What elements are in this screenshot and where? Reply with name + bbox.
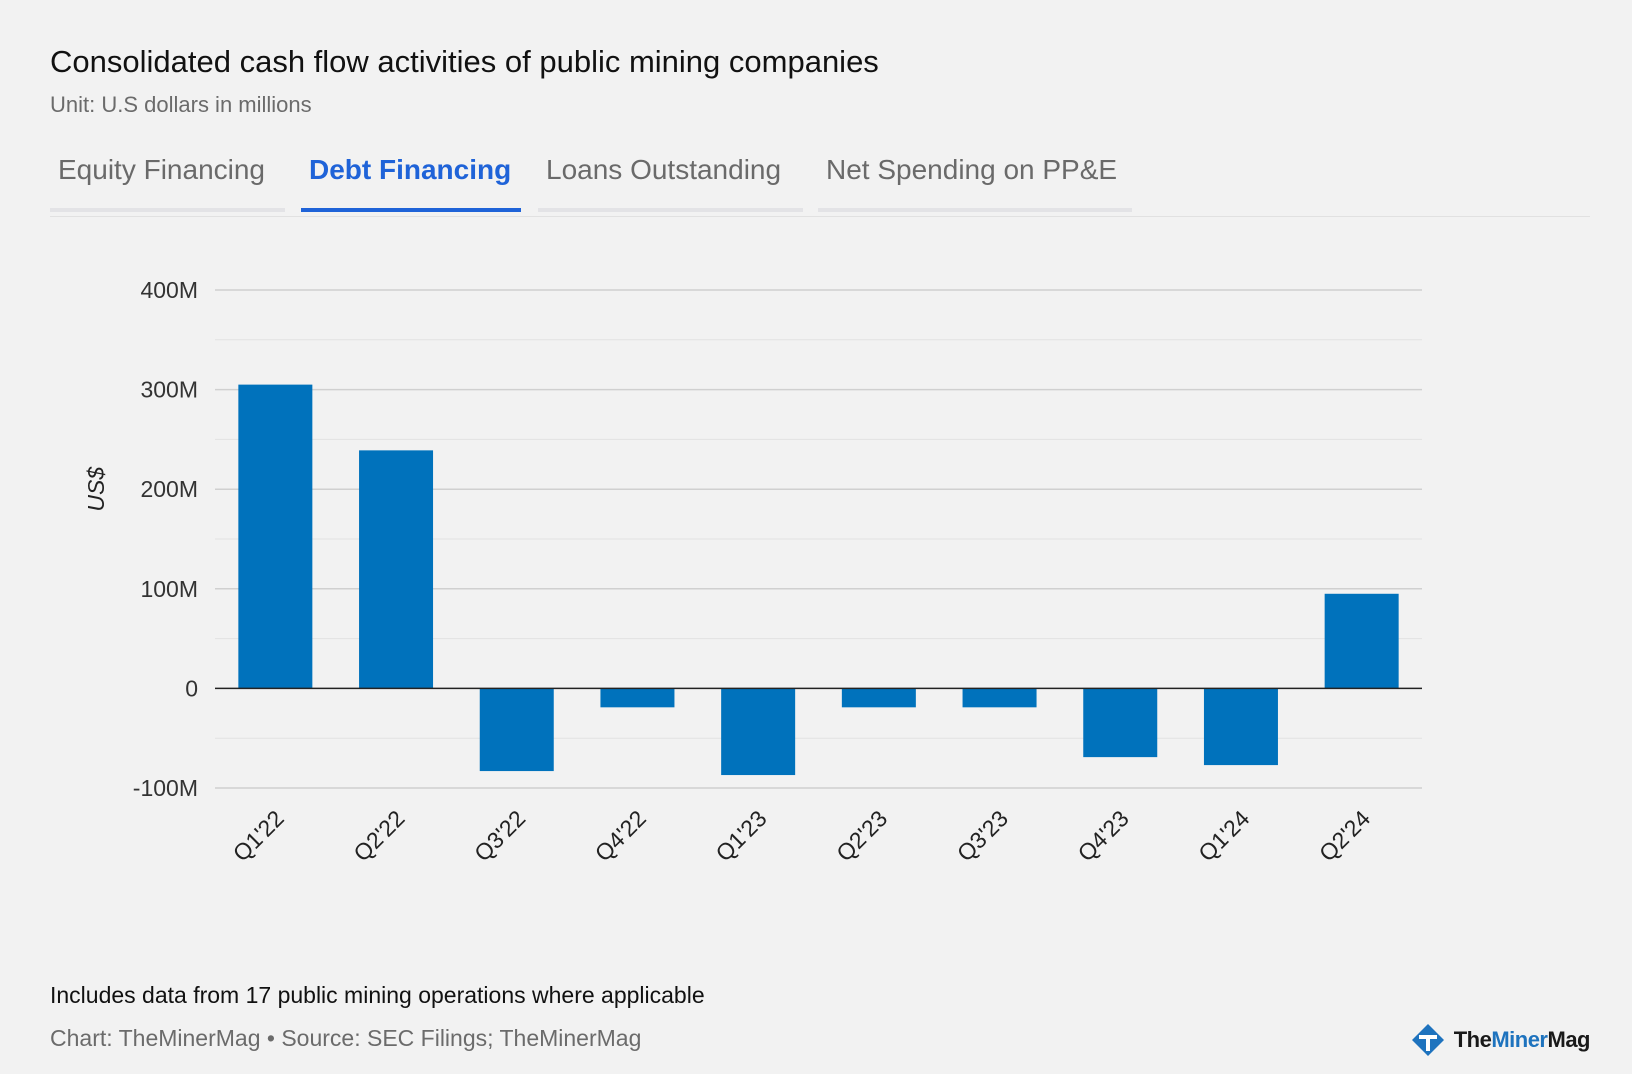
y-tick-label: 300M — [140, 377, 198, 403]
y-tick-label: 100M — [140, 576, 198, 602]
pickaxe-logo-icon — [1411, 1024, 1444, 1056]
tab-debt-financing[interactable]: Debt Financing — [301, 150, 521, 212]
bar — [1324, 593, 1399, 689]
tab-equity-financing[interactable]: Equity Financing — [50, 150, 285, 212]
x-tick-label: Q4'22 — [590, 805, 651, 866]
bar — [479, 688, 554, 772]
footnote: Includes data from 17 public mining oper… — [50, 982, 705, 1008]
x-tick-label: Q1'22 — [228, 805, 289, 866]
bar — [359, 450, 434, 689]
theminermag-logo[interactable]: TheMinerMag — [1408, 1020, 1590, 1060]
x-tick-label: Q3'23 — [952, 805, 1013, 866]
bar — [721, 688, 796, 776]
y-axis-label: US$ — [83, 466, 109, 512]
x-tick-label: Q2'24 — [1314, 805, 1375, 866]
chart-title: Consolidated cash flow activities of pub… — [50, 44, 879, 79]
logo-wordmark: TheMinerMag — [1453, 1027, 1591, 1052]
x-tick-label: Q1'24 — [1193, 805, 1254, 866]
chart-subtitle: Unit: U.S dollars in millions — [50, 92, 312, 117]
bar — [1083, 688, 1158, 758]
y-tick-label: 200M — [140, 476, 198, 502]
bar — [600, 688, 675, 708]
bar — [841, 688, 916, 708]
bar — [1203, 688, 1278, 766]
bar-chart: -100M 0 100M 200M 300M 400M Q1'22 Q2'22 Q3'22 Q4'… — [83, 277, 1422, 866]
x-tick-label: Q4'23 — [1073, 805, 1134, 866]
x-tick-label: Q2'22 — [348, 805, 409, 866]
tab-bar: Equity Financing Debt Financing Loans Ou… — [50, 150, 1590, 217]
y-tick-label: -100M — [133, 775, 198, 801]
y-tick-label: 400M — [140, 277, 198, 303]
tab-net-spending-ppe[interactable]: Net Spending on PP&E — [818, 150, 1132, 212]
x-tick-label: Q1'23 — [710, 805, 771, 866]
y-tick-label: 0 — [185, 675, 198, 701]
bar — [238, 384, 313, 689]
x-tick-label: Q2'23 — [831, 805, 892, 866]
bar — [962, 688, 1037, 708]
source-credit: Chart: TheMinerMag • Source: SEC Filings… — [50, 1025, 642, 1051]
x-tick-label: Q3'22 — [469, 805, 530, 866]
tab-loans-outstanding[interactable]: Loans Outstanding — [538, 150, 803, 212]
